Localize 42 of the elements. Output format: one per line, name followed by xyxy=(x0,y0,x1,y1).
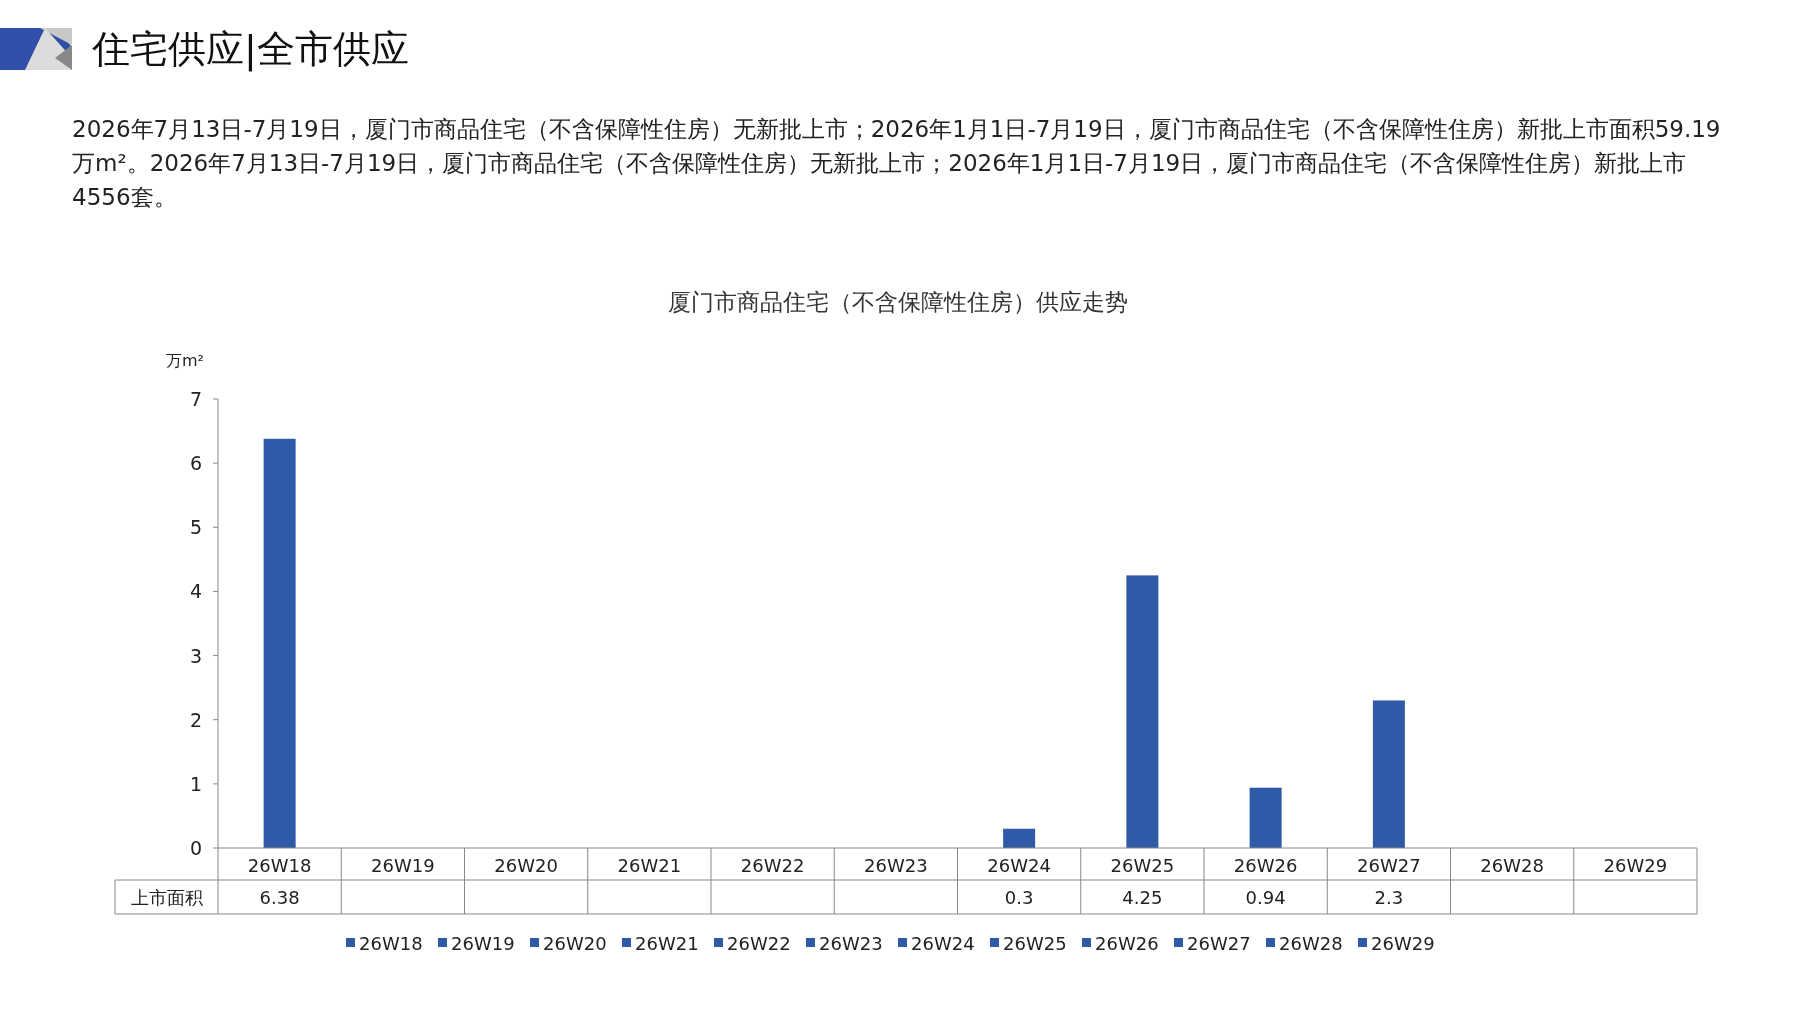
x-tick-label: 26W27 xyxy=(1357,855,1421,876)
y-axis-title: 万m² xyxy=(166,351,204,370)
x-tick-label: 26W24 xyxy=(987,855,1051,876)
legend-item: 26W23 xyxy=(806,933,883,954)
y-tick-label: 0 xyxy=(189,837,202,859)
y-tick-label: 7 xyxy=(189,388,202,410)
x-tick-label: 26W23 xyxy=(864,855,928,876)
x-tick-label: 26W25 xyxy=(1110,855,1175,876)
legend-item: 26W18 xyxy=(346,933,423,954)
legend-item: 26W27 xyxy=(1174,933,1251,954)
legend-item: 26W20 xyxy=(530,933,607,954)
y-tick-label: 1 xyxy=(189,772,202,795)
x-tick-label: 26W22 xyxy=(740,855,805,876)
legend-item: 26W25 xyxy=(990,933,1067,954)
legend-item: 26W26 xyxy=(1082,933,1159,954)
x-tick-label: 26W28 xyxy=(1480,855,1544,876)
y-tick-label: 2 xyxy=(189,708,202,731)
x-tick-label: 26W19 xyxy=(371,855,435,876)
chart-title: 住宅供应|全市供应 xyxy=(91,27,409,72)
legend-item: 26W24 xyxy=(898,933,975,954)
data-label: 4.25 xyxy=(1122,887,1163,908)
y-tick-label: 3 xyxy=(189,644,202,667)
data-label: 6.38 xyxy=(259,887,300,908)
data-label: 0.94 xyxy=(1245,887,1286,908)
legend-item: 26W21 xyxy=(622,933,699,954)
text: 厦门市商品住宅（不含保障性住房）供应走势 xyxy=(668,289,1128,315)
y-tick-label: 6 xyxy=(189,452,202,475)
text: 上市面积 xyxy=(130,887,203,908)
legend-item: 26W22 xyxy=(714,933,791,954)
x-tick-label: 26W26 xyxy=(1233,855,1298,876)
legend-item: 26W19 xyxy=(438,933,515,954)
y-tick-label: 5 xyxy=(189,516,202,539)
data-label: 0.3 xyxy=(1004,887,1034,908)
legend-item: 26W29 xyxy=(1358,933,1435,954)
legend-item: 26W28 xyxy=(1266,933,1343,954)
x-tick-label: 26W29 xyxy=(1603,855,1668,876)
y-tick-label: 4 xyxy=(189,580,202,603)
chart-subtitle: 2026年7月13日-7月19日，厦门市商品住宅（不含保障性住房）无新批上市；2026年1月1日-7月19日，厦门市商品住宅（不含保障性住房）新批上市面积59.19万m²。2026年7月13日-7月19日，厦门市商品住宅（不含保障性住房）无新批上市；2026年1月1日-7月19日，厦门市商品住宅（不含保障性住房）新批上市4556套。 xyxy=(72,115,1722,212)
x-tick-label: 26W18 xyxy=(247,855,312,876)
x-tick-label: 26W20 xyxy=(494,855,558,876)
data-label: 2.3 xyxy=(1374,887,1404,908)
x-tick-label: 26W21 xyxy=(617,855,682,876)
